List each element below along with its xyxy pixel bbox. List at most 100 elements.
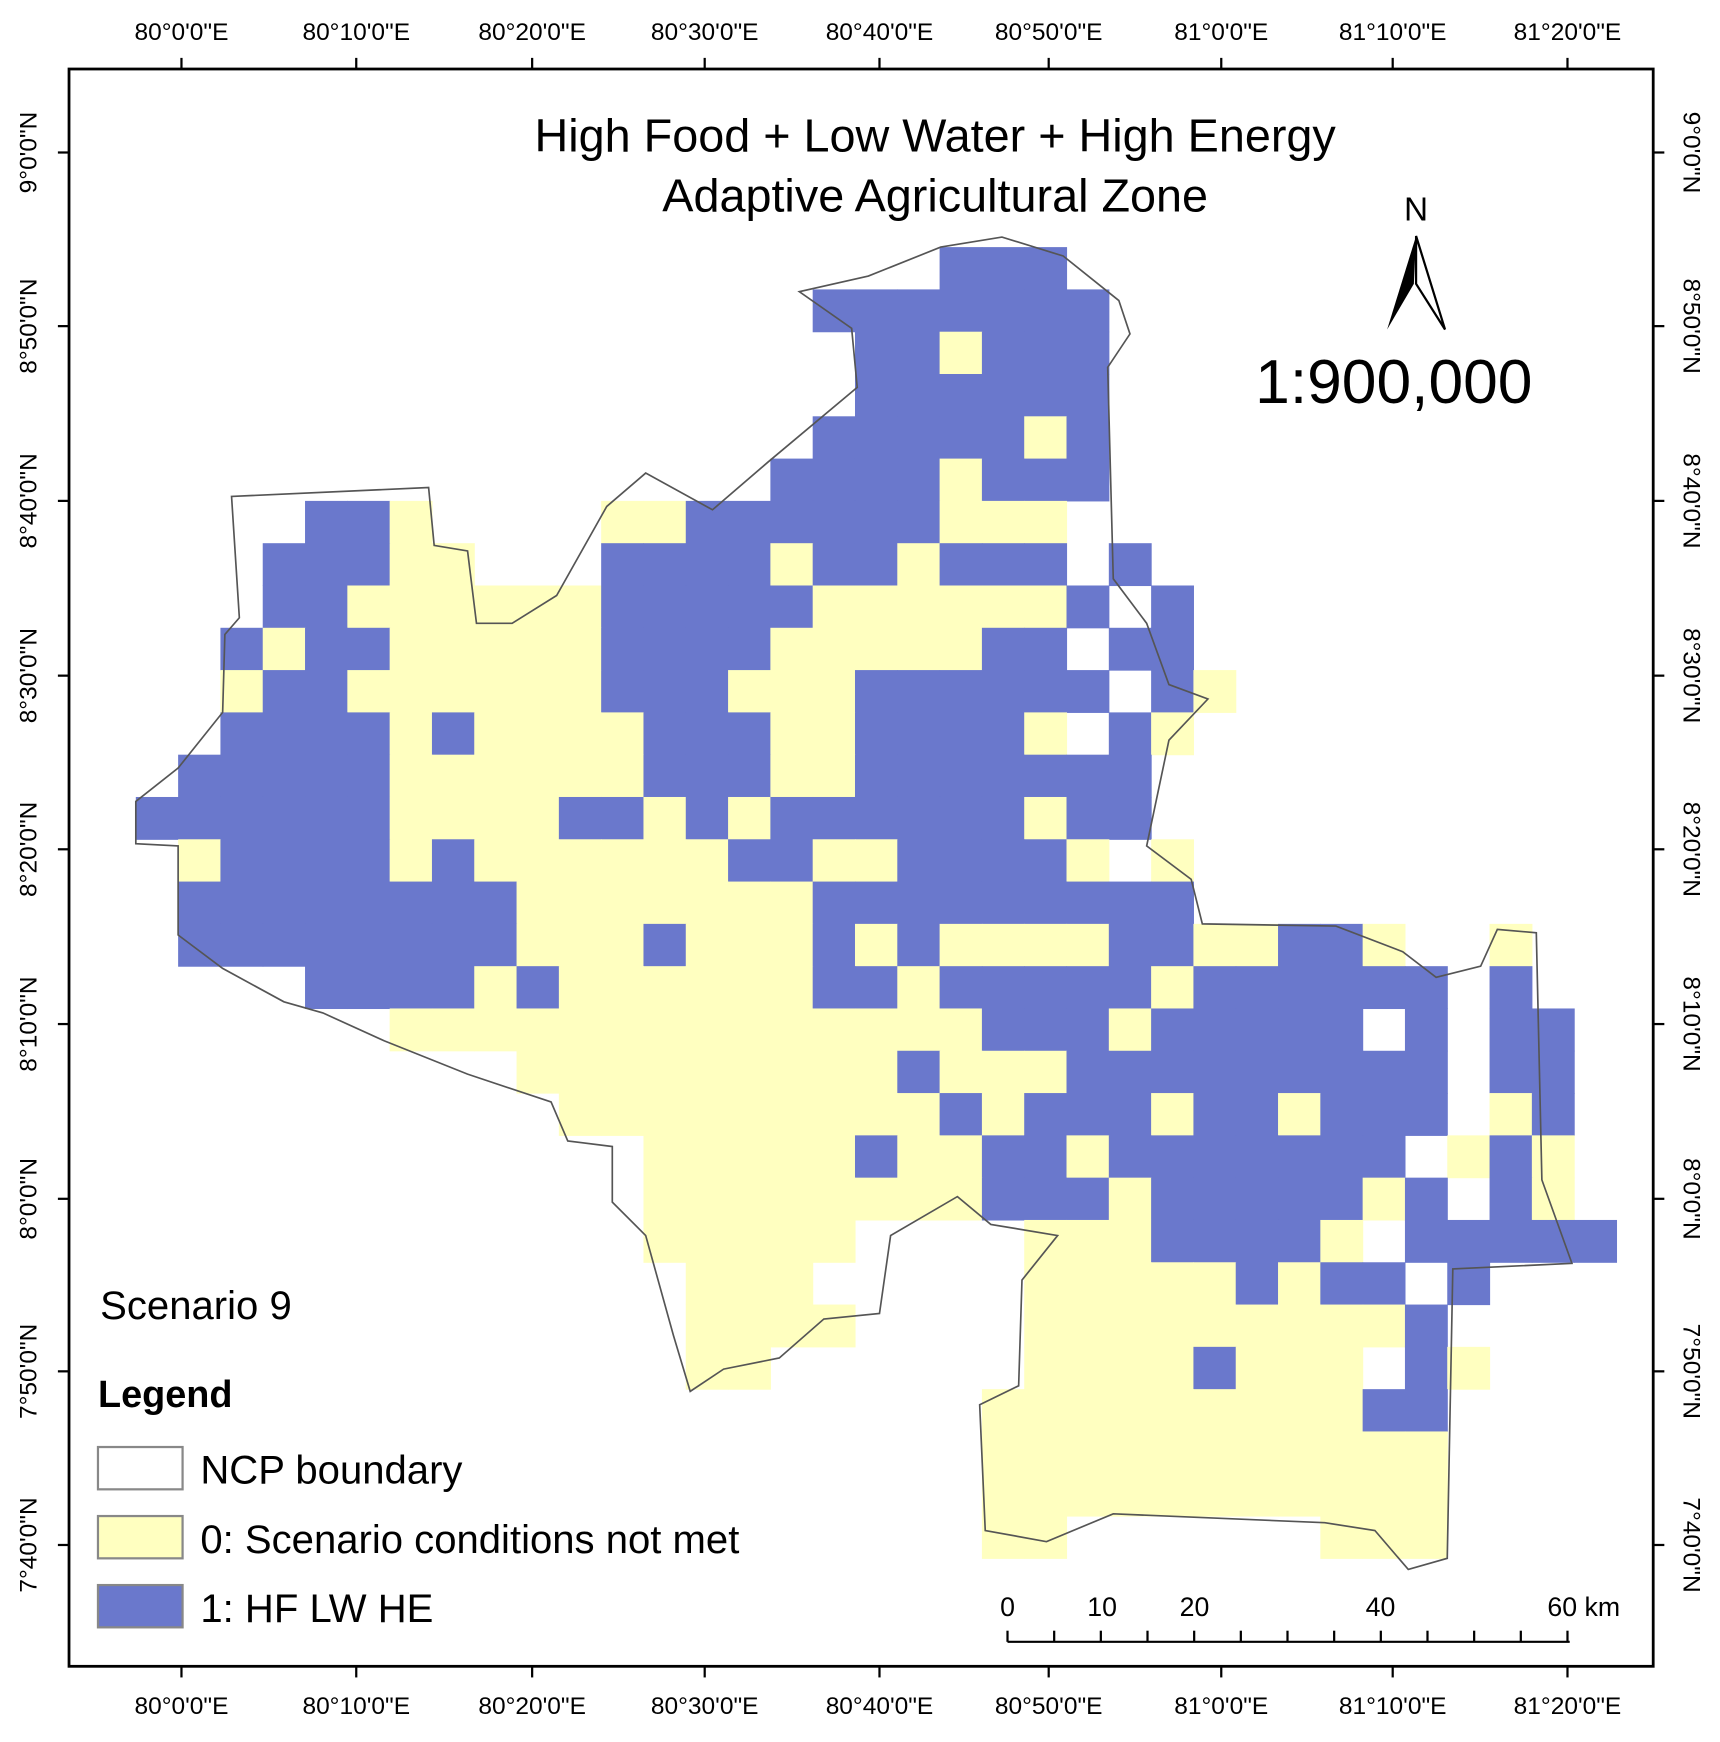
raster-cell <box>389 839 433 883</box>
raster-cell <box>643 670 687 713</box>
raster-cell <box>1320 1473 1364 1517</box>
lat-label: 8°40'0"N <box>16 453 43 548</box>
raster-cell <box>1489 1093 1533 1136</box>
raster-cell <box>728 1093 771 1136</box>
raster-cell <box>981 627 1025 671</box>
raster-cell <box>389 543 433 587</box>
raster-cell <box>1024 1219 1068 1263</box>
raster-cell <box>431 627 475 671</box>
raster-cell <box>939 331 983 375</box>
raster-cell <box>1024 1389 1068 1433</box>
raster-cell <box>685 1008 729 1052</box>
raster-cell <box>1278 1008 1321 1052</box>
raster-cell <box>728 1135 771 1179</box>
raster-cell <box>220 627 264 671</box>
raster-cell <box>1066 1262 1110 1306</box>
raster-cell <box>601 1050 645 1094</box>
raster-cell <box>643 627 687 671</box>
raster-cell <box>1066 1093 1110 1136</box>
raster-cell <box>305 627 348 671</box>
raster-cell <box>431 712 475 756</box>
raster-cell <box>1024 289 1068 333</box>
raster-cell <box>474 923 518 967</box>
raster-cell <box>1278 1093 1321 1136</box>
scale-label: 40 <box>1366 1592 1396 1622</box>
raster-cell <box>474 712 518 756</box>
raster-cell <box>939 670 983 713</box>
raster-cell <box>1108 881 1152 925</box>
raster-cell <box>1193 1219 1237 1263</box>
raster-cell <box>1362 1389 1406 1433</box>
raster-cell <box>178 923 221 967</box>
raster-cell <box>1193 1050 1237 1094</box>
raster-cell <box>558 585 602 629</box>
raster-cell <box>1024 1135 1068 1179</box>
raster-cell <box>1151 1346 1194 1390</box>
raster-cell <box>1108 796 1152 840</box>
raster-cell <box>558 712 602 756</box>
raster-cell <box>262 881 306 925</box>
raster-cell <box>728 839 771 883</box>
raster-cell <box>1320 966 1364 1010</box>
raster-cell <box>685 1304 729 1348</box>
raster-cell <box>347 500 391 544</box>
raster-cell <box>854 458 898 502</box>
raster-cell <box>1024 712 1068 756</box>
raster-cell <box>1235 1304 1279 1348</box>
raster-cell <box>1066 1473 1110 1517</box>
raster-cell <box>389 966 433 1010</box>
lat-label: 8°20'0"N <box>1677 802 1704 897</box>
raster-cell <box>770 500 814 544</box>
raster-cell <box>897 923 941 967</box>
raster-cell <box>685 1050 729 1094</box>
raster-cell <box>1193 1473 1237 1517</box>
raster-cell <box>347 712 391 756</box>
raster-cell <box>939 923 983 967</box>
raster-cell <box>1066 839 1110 883</box>
lon-label: 80°40'0"E <box>826 1693 934 1720</box>
raster-cell <box>1235 923 1279 967</box>
raster-cell <box>474 966 518 1010</box>
lon-label: 81°20'0"E <box>1514 1693 1622 1720</box>
raster-cell <box>558 754 602 798</box>
raster-cell <box>1066 1219 1110 1263</box>
raster-cell <box>939 1008 983 1052</box>
raster-cell <box>939 1050 983 1094</box>
raster-cell <box>1066 1431 1110 1475</box>
scale-label: 60 km <box>1547 1592 1620 1622</box>
raster-cell <box>643 712 687 756</box>
raster-cell <box>431 881 475 925</box>
raster-cell <box>812 1050 856 1094</box>
raster-cell <box>305 839 348 883</box>
raster-cell <box>1066 331 1110 375</box>
raster-cell <box>1362 1262 1406 1306</box>
raster-cell <box>897 966 941 1010</box>
raster-cell <box>1024 627 1068 671</box>
raster-cell <box>1108 1304 1152 1348</box>
raster-cell <box>1320 1262 1364 1306</box>
raster-cell <box>178 839 221 883</box>
legend-label: 0: Scenario conditions not met <box>200 1518 739 1562</box>
raster-cell <box>558 966 602 1010</box>
raster-cell <box>728 670 771 713</box>
raster-cell <box>305 881 348 925</box>
raster-cell <box>431 796 475 840</box>
raster-cell <box>558 881 602 925</box>
raster-cell <box>981 754 1025 798</box>
raster-cell <box>728 712 771 756</box>
raster-cell <box>981 458 1025 502</box>
raster-cell <box>643 923 687 967</box>
raster-cell <box>1066 1008 1110 1052</box>
raster-cell <box>897 796 941 840</box>
raster-cell <box>728 1304 771 1348</box>
raster-cell <box>1066 416 1110 460</box>
raster-cell <box>812 1177 856 1221</box>
lon-label: 81°10'0"E <box>1339 1693 1447 1720</box>
lat-label: 7°50'0"N <box>1677 1324 1704 1419</box>
legend-swatch <box>96 1583 184 1629</box>
raster-cell <box>685 1093 729 1136</box>
raster-cell <box>812 966 856 1010</box>
raster-cell <box>220 839 264 883</box>
raster-cell <box>1066 670 1110 713</box>
raster-cell <box>1108 627 1152 671</box>
